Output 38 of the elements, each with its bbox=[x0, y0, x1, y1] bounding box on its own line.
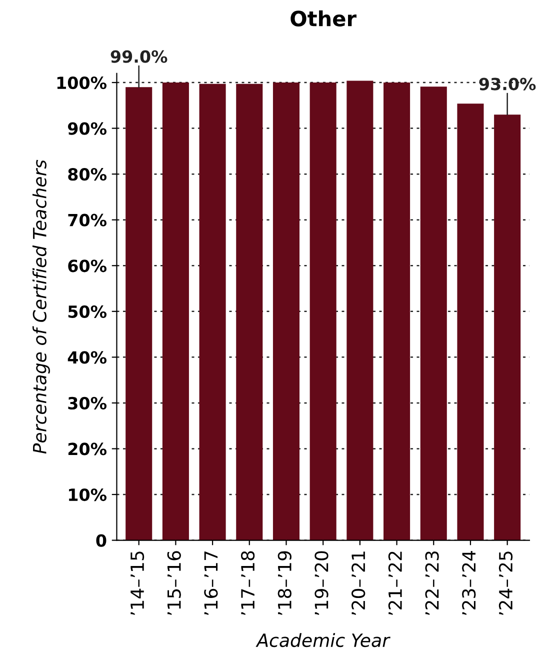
x-tick-label: ’24–’25 bbox=[498, 552, 513, 615]
y-tick-label: 10% bbox=[69, 488, 106, 502]
bar bbox=[384, 82, 410, 540]
x-axis-title: Academic Year bbox=[256, 633, 390, 648]
x-tick-label: ’20–’21 bbox=[352, 552, 366, 615]
x-tick-label: ’19–’20 bbox=[314, 551, 328, 615]
bar bbox=[199, 84, 226, 540]
chart-title: Other bbox=[290, 10, 356, 26]
x-tick-label: ’14–’15 bbox=[130, 552, 144, 615]
y-tick-label: 40% bbox=[68, 351, 106, 364]
data-label: 93.0% bbox=[479, 78, 536, 90]
bar bbox=[494, 114, 521, 540]
bar bbox=[126, 87, 152, 540]
x-tick-label: ’15–’16 bbox=[167, 551, 181, 615]
bar bbox=[236, 84, 263, 540]
x-tick-label: ’21–’22 bbox=[388, 552, 402, 615]
x-tick-label: ’23–’24 bbox=[462, 551, 476, 615]
y-tick-label: 30% bbox=[68, 396, 106, 410]
y-tick-label: 100% bbox=[57, 76, 106, 90]
bar bbox=[457, 104, 484, 540]
bar bbox=[346, 80, 374, 540]
x-tick-label: ’17–’18 bbox=[240, 551, 255, 615]
data-label: 99.0% bbox=[110, 50, 168, 63]
x-tick-label: ’22–’23 bbox=[425, 551, 439, 615]
y-tick-label: 20% bbox=[68, 442, 106, 456]
bar bbox=[162, 82, 189, 540]
bar bbox=[420, 86, 447, 540]
x-tick-label: ’16–’17 bbox=[204, 552, 218, 615]
y-tick-label: 0 bbox=[96, 534, 106, 547]
y-tick-label: 90% bbox=[68, 122, 106, 135]
y-tick-label: 50% bbox=[68, 305, 106, 318]
y-tick-label: 70% bbox=[68, 214, 106, 226]
y-tick-label: 80% bbox=[68, 168, 106, 181]
bar bbox=[272, 82, 300, 540]
x-tick-label: ’18–’19 bbox=[278, 551, 292, 615]
bar bbox=[310, 82, 336, 540]
y-axis-title: Percentage of Certified Teachers bbox=[32, 160, 50, 454]
y-tick-label: 60% bbox=[68, 260, 106, 272]
